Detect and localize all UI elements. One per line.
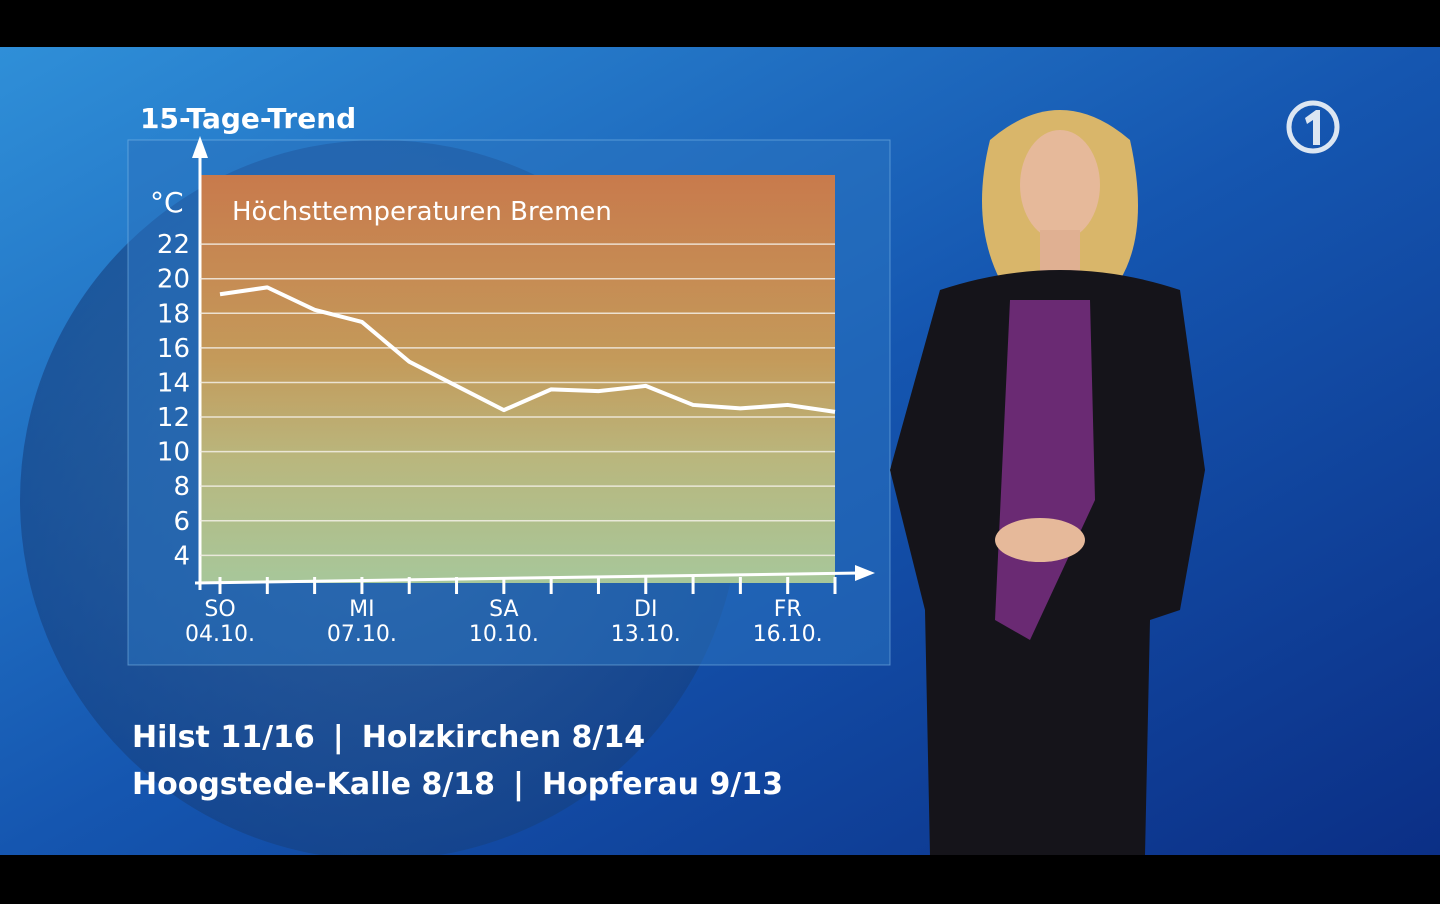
y-axis-arrow [192,136,208,158]
y-tick-label: 20 [157,265,190,295]
ticker-item: Hoogstede-Kalle 8/18 [132,767,495,802]
y-tick-label: 16 [157,334,190,364]
y-tick-label: 14 [157,368,190,398]
y-tick-label: 10 [157,438,190,468]
x-weekday-label: MI [349,597,374,622]
y-tick-label: 18 [157,299,190,329]
y-tick-label: 22 [157,230,190,260]
ticker-item: Hopferau 9/13 [542,767,783,802]
letterbox-bottom [0,855,1440,900]
x-tick-label: 16.10. [753,622,823,647]
ticker-separator: | [333,720,344,755]
ticker: Hilst 11/16 | Holzkirchen 8/14 Hoogstede-Ka… [132,720,783,802]
x-axis [194,571,861,585]
x-weekday-label: FR [774,597,802,622]
ticker-separator: | [513,767,524,802]
ticker-item: Holzkirchen 8/14 [362,720,645,755]
ticker-line: Hoogstede-Kalle 8/18 | Hopferau 9/13 [132,767,783,802]
y-tick-label: 6 [173,507,190,537]
x-tick-label: 13.10. [611,622,681,647]
x-axis-arrow [855,565,875,581]
ticker-item: Hilst 11/16 [132,720,315,755]
y-tick-label: 8 [173,472,190,502]
presenter [890,110,1205,855]
temperature-line [219,285,836,414]
chart-title: 15-Tage-Trend [140,102,356,135]
x-weekday-label: DI [634,597,657,622]
x-weekday-label: SA [489,597,518,622]
plot-area [200,175,835,583]
y-axis-label: °C [150,186,184,219]
letterbox-top [0,0,1440,47]
y-tick-label: 12 [157,403,190,433]
ticker-line: Hilst 11/16 | Holzkirchen 8/14 [132,720,645,755]
x-tick-label: 04.10. [185,622,255,647]
x-weekday-label: SO [204,597,235,622]
y-tick-label: 4 [173,541,190,571]
x-tick-label: 07.10. [327,622,397,647]
chart-subtitle: Höchsttemperaturen Bremen [232,197,612,227]
logo [1286,100,1340,154]
x-tick-label: 10.10. [469,622,539,647]
